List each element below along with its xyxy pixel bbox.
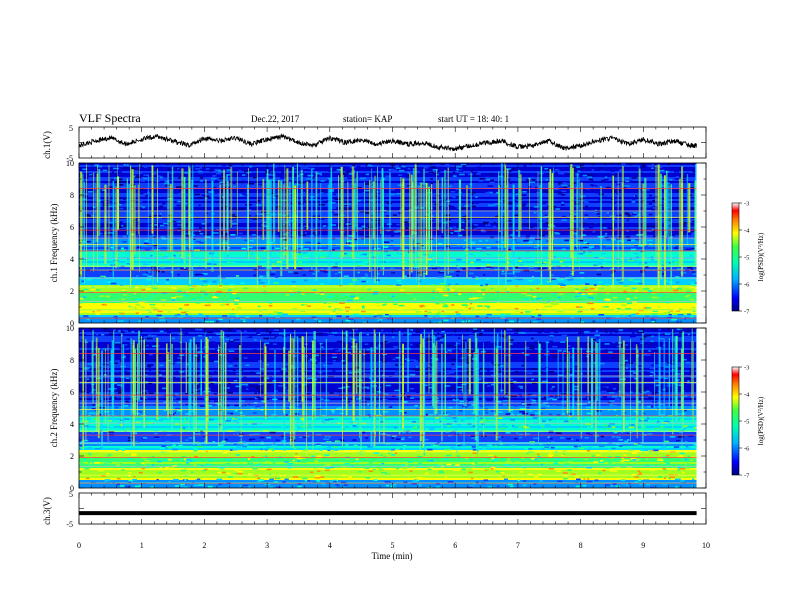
x-tick-label: 9: [641, 541, 645, 550]
ch1-spectrogram-image: [79, 163, 700, 323]
ch1-ytick-label: -5: [66, 154, 73, 163]
ch1-colorbar-label: log(PSD)(V²/Hz): [757, 232, 765, 281]
start-time-label: start UT = 18: 40: 1: [438, 114, 509, 124]
colorbar-tick-label: -3: [744, 365, 749, 372]
colorbar-tick-label: -7: [744, 309, 750, 316]
colorbar-tick-label: -5: [744, 419, 749, 426]
x-tick-label: 4: [328, 541, 332, 550]
ch1-spectrogram-ytick-label: 8: [70, 191, 74, 200]
x-tick-label: 10: [702, 541, 710, 550]
ch1-spectrogram-ytick-label: 2: [70, 287, 74, 296]
ch2-spectrogram-ytick-label: 2: [70, 452, 74, 461]
ch3-ytick-label: 5: [69, 490, 73, 499]
ch1-spectrogram-ytick-label: 6: [70, 223, 74, 232]
ch2-spectrogram-ytick-label: 10: [66, 324, 74, 333]
ch1-spectrogram-panel: 0 2 4 6 8 10: [66, 159, 707, 328]
colorbar-tick-label: -3: [744, 201, 749, 208]
ch1-waveform-ylabel: ch.1(V): [42, 131, 52, 159]
x-tick-label: 7: [516, 541, 520, 550]
ch1-ytick-label: 5: [69, 124, 73, 133]
ch2-spectrogram-ytick-label: 4: [70, 420, 74, 429]
ch1-colorbar: log(PSD)(V²/Hz) -3 -4 -5 -6 -7: [731, 201, 765, 316]
colorbar-tick-label: -4: [744, 392, 750, 399]
x-tick-label: 2: [202, 541, 206, 550]
ch1-spectrogram-ytick-label: 0: [70, 319, 74, 328]
ch1-waveform-line: [78, 132, 697, 152]
x-tick-label: 0: [77, 541, 81, 550]
ch2-spectrogram-panel: 0 2 4 6 8 10: [66, 324, 707, 493]
date-label: Dec.22, 2017: [251, 114, 300, 124]
x-tick-label: 6: [453, 541, 457, 550]
x-tick-label: 8: [579, 541, 583, 550]
ch3-waveform-ylabel: ch.3(V): [42, 497, 52, 525]
ch2-colorbar: log(PSD)(V²/Hz) -3 -4 -5 -6 -7: [731, 365, 765, 480]
ch2-spectrogram-image: [79, 328, 700, 488]
ch2-spectrogram-ytick-label: 6: [70, 388, 74, 397]
station-label: station= KAP: [343, 114, 392, 124]
x-tick-label: 1: [140, 541, 144, 550]
x-axis-ticks: 0 1 2 3 4 5 6 7 8 9 10: [77, 541, 710, 550]
ch1-spectrogram-ytick-label: 10: [66, 159, 74, 168]
ch2-colorbar-label: log(PSD)(V²/Hz): [757, 396, 765, 445]
x-tick-label: 3: [265, 541, 269, 550]
ch1-spectrogram-ylabel: ch.1 Frequency (kHz): [49, 204, 59, 283]
ch1-waveform-panel: 5 -5: [66, 124, 707, 163]
colorbar-tick-label: -6: [744, 282, 750, 289]
ch3-ytick-label: -5: [66, 520, 73, 529]
x-tick-label: 5: [391, 541, 395, 550]
ch2-spectrogram-ylabel: ch.2 Frequency (kHz): [49, 369, 59, 448]
x-axis-label: Time (min): [372, 551, 413, 561]
colorbar-tick-label: -5: [744, 255, 749, 262]
ch2-spectrogram-ytick-label: 8: [70, 356, 74, 365]
colorbar-tick-label: -7: [744, 473, 750, 480]
ch3-waveform-panel: 5 -5: [66, 490, 707, 529]
figure-title: VLF Spectra: [79, 111, 141, 125]
colorbar-tick-label: -4: [744, 228, 750, 235]
colorbar-tick-label: -6: [744, 446, 750, 453]
ch1-spectrogram-ytick-label: 4: [70, 255, 74, 264]
ch2-spectrogram-ytick-label: 0: [70, 484, 74, 493]
